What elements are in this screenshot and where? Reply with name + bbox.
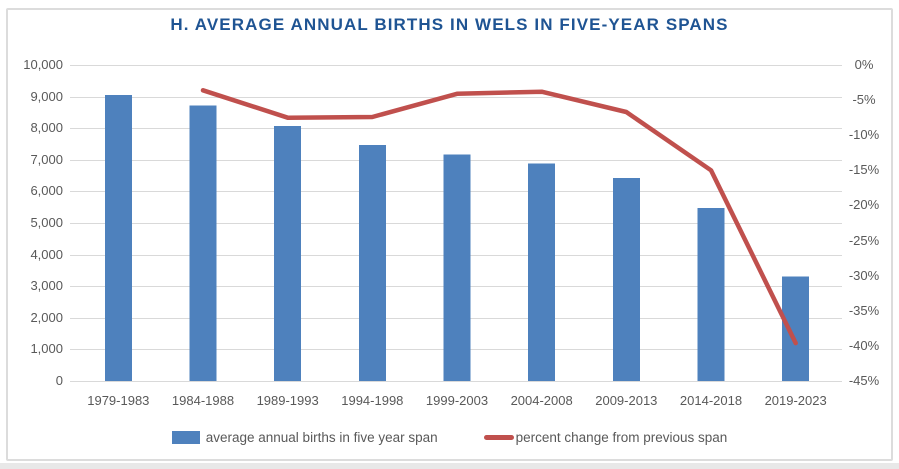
- y-axis-left-tick-label: 4,000: [30, 246, 63, 262]
- bar-2009-2013: [612, 177, 640, 381]
- percent-change-line: [200, 88, 798, 346]
- x-axis-label-1994-1998: 1994-1998: [341, 393, 404, 408]
- bar-1984-1988: [189, 105, 217, 382]
- y-axis-left-tick-label: 8,000: [30, 120, 63, 136]
- page-background-strip: [0, 463, 899, 469]
- y-axis-right-tick-label: -20%: [848, 197, 880, 213]
- x-axis-label-2019-2023: 2019-2023: [764, 393, 827, 408]
- bar-1994-1998: [358, 144, 386, 381]
- y-axis-right-tick-label: -10%: [848, 127, 880, 143]
- legend-item-percent: percent change from previous span: [483, 429, 728, 445]
- y-axis-right-tick-label: -40%: [848, 337, 880, 353]
- bar-1999-2003: [443, 154, 471, 381]
- y-axis-left-tick-label: 9,000: [30, 88, 63, 104]
- y-axis-right-tick-label: -5%: [852, 92, 876, 108]
- y-axis-left-tick-label: 6,000: [30, 183, 63, 199]
- y-axis-left-tick-label: 1,000: [30, 341, 63, 357]
- legend-label-births: average annual births in five year span: [205, 429, 438, 445]
- y-axis-left-tick-label: 5,000: [30, 215, 63, 230]
- x-axis-label-1999-2003: 1999-2003: [425, 393, 489, 408]
- y-axis-left-tick-label: 0: [55, 373, 63, 388]
- x-axis-label-2014-2018: 2014-2018: [679, 393, 743, 408]
- y-axis-left-tick-label: 7,000: [30, 151, 63, 167]
- legend-line-swatch-icon: [483, 434, 514, 440]
- y-axis-right-tick-label: -15%: [848, 162, 880, 178]
- y-axis-left-tick-label: 2,000: [30, 309, 63, 325]
- x-axis-label-1984-1988: 1984-1988: [171, 393, 235, 408]
- x-axis-label-2004-2008: 2004-2008: [510, 393, 573, 408]
- bar-1989-1993: [274, 126, 302, 381]
- y-axis-right-tick-label: -45%: [848, 373, 880, 388]
- x-axis-label-1989-1993: 1989-1993: [256, 393, 319, 408]
- legend-item-births: average annual births in five year span: [171, 429, 438, 445]
- x-axis-label-1979-1983: 1979-1983: [87, 393, 150, 408]
- bar-2004-2008: [528, 163, 556, 381]
- chart-title: H. AVERAGE ANNUAL BIRTHS IN WELS IN FIVE…: [170, 15, 729, 34]
- y-axis-right-tick-label: -30%: [848, 267, 880, 283]
- y-axis-left-tick-label: 10,000: [23, 57, 63, 72]
- x-axis-label-2009-2013: 2009-2013: [595, 393, 658, 408]
- legend-bar-swatch-icon: [171, 430, 200, 444]
- y-axis-right-tick-label: -25%: [848, 232, 880, 248]
- legend: average annual births in five year span …: [0, 429, 899, 445]
- bar-1979-1983: [104, 95, 132, 381]
- bar-2014-2018: [697, 208, 725, 381]
- y-axis-right-tick-label: -35%: [848, 302, 880, 318]
- legend-label-percent: percent change from previous span: [515, 429, 728, 445]
- y-axis-right-tick-label: 0%: [854, 57, 874, 72]
- y-axis-left-tick-label: 3,000: [30, 278, 63, 294]
